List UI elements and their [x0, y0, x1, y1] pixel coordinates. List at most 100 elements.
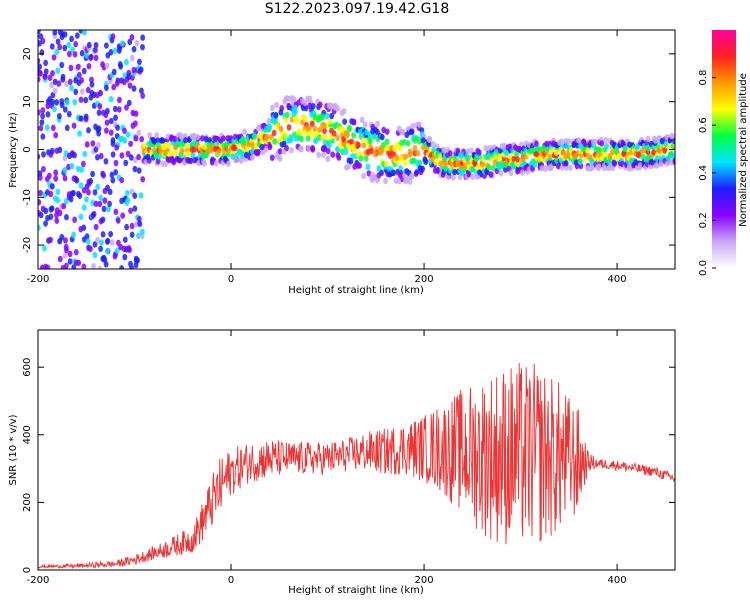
spectrogram-cell — [62, 31, 68, 38]
spectrogram-cell — [133, 135, 139, 142]
spectrogram-cell — [93, 146, 99, 153]
spectrogram-cell — [123, 159, 129, 167]
spectrogram-cell — [103, 127, 109, 134]
spectrogram-cell — [672, 157, 675, 165]
spectrogram-cell — [329, 112, 335, 120]
spectrogram-cell — [568, 164, 573, 172]
spectrogram-cell — [54, 99, 60, 106]
spectrogram-cell — [327, 118, 333, 125]
spectrogram-cell — [120, 212, 126, 219]
snr-x-tick-label: 0 — [228, 575, 234, 586]
spectrogram-cell — [38, 57, 41, 65]
spectrogram-cell — [423, 158, 429, 165]
spectrogram-cell — [98, 152, 104, 160]
spectrogram-cell — [233, 156, 239, 164]
spectrogram-cell — [48, 213, 54, 220]
spectrogram-cell — [54, 48, 60, 56]
spectrogram-cell — [38, 189, 43, 197]
spectrogram-cell — [220, 135, 226, 142]
spectrogram-cell — [137, 220, 142, 227]
colorbar-ticks: 0.0 0.2 0.4 0.6 0.8 — [698, 70, 716, 276]
snr-marks — [38, 362, 675, 570]
spectrogram-cell — [59, 98, 65, 105]
spectrogram-cell — [553, 149, 559, 156]
spectrogram-cell — [272, 117, 277, 124]
spectrogram-cell — [188, 157, 194, 165]
spectrogram-cell — [55, 38, 61, 45]
spectrogram-cell — [155, 137, 161, 144]
spectrogram-cell — [64, 214, 69, 221]
spectrogram-cell — [133, 110, 139, 117]
spectrogram-cell — [64, 124, 70, 132]
spectrogram-cell — [93, 223, 99, 231]
spectrogram-cell — [191, 133, 197, 140]
spectrogram-cell — [86, 127, 91, 134]
spectrogram-cell — [284, 144, 289, 152]
spectrogram-cell — [321, 151, 327, 158]
spectrogram-cell — [42, 73, 48, 80]
spectrogram-cell — [365, 163, 371, 171]
spectrogram-cell — [72, 216, 78, 223]
spectrogram-cell — [437, 153, 443, 160]
spectrogram-cell — [70, 46, 76, 54]
spectrogram-cell — [90, 170, 95, 178]
spectrogram-cell — [89, 76, 94, 84]
spectrogram-cell — [343, 148, 349, 155]
spectrogram-y-ticks: -20 -10 0 10 20 — [22, 48, 675, 253]
spectrogram-cell — [452, 168, 458, 176]
spectrogram-cell — [82, 150, 88, 158]
spectrogram-cell — [72, 98, 78, 106]
spectrogram-cell — [317, 101, 323, 108]
spectrogram-cell — [125, 131, 131, 138]
spectrogram-cell — [119, 265, 125, 269]
spectrogram-cell — [363, 155, 369, 162]
spectrogram-cell — [438, 160, 444, 168]
spectrogram-cell — [108, 230, 114, 238]
spectrogram-cell — [102, 197, 108, 204]
spectrogram-cell — [92, 241, 98, 248]
spectrogram-cell — [84, 52, 90, 59]
spectrogram-cell — [72, 151, 77, 159]
spectrogram-cell — [302, 115, 308, 122]
spectrogram-cell — [67, 78, 73, 86]
spectrogram-cell — [316, 151, 322, 159]
spectrogram-cell — [88, 177, 94, 185]
spectrogram-cell — [136, 153, 142, 161]
spectrogram-cell — [129, 222, 135, 230]
spectrogram-cell — [38, 174, 43, 181]
chart-title: S122.2023.097.19.42.G18 — [264, 1, 450, 17]
spectrogram-cell — [384, 128, 390, 135]
spectrogram-cell — [55, 67, 61, 74]
spectrogram-cell — [43, 59, 49, 67]
spectrogram-cell — [286, 102, 292, 110]
spectrogram-cell — [260, 148, 266, 156]
spectrogram-cell — [361, 142, 367, 149]
spectrogram-cell — [379, 169, 384, 177]
spectrogram-cell — [43, 68, 49, 75]
spectrogram-cell — [604, 142, 610, 150]
spectrogram-cell — [46, 172, 52, 179]
spectrogram-cell — [359, 116, 365, 124]
spectrogram-cell — [40, 107, 46, 114]
spectrogram-cell — [40, 37, 46, 45]
spectrogram-cell — [470, 165, 476, 173]
spectrogram-cell — [408, 128, 414, 135]
spectrogram-cell — [127, 82, 133, 89]
spectrogram-cell — [62, 174, 68, 182]
spectrogram-cell — [636, 151, 641, 158]
spectrogram-cell — [403, 159, 408, 167]
spectrogram-cell — [322, 127, 327, 135]
spectrogram-cell — [519, 156, 525, 163]
spectrogram-cell — [38, 76, 41, 83]
spectrogram-cell — [242, 128, 247, 135]
spectrogram-cell — [96, 109, 102, 116]
spectrogram-cell — [108, 95, 114, 103]
spectrogram-cell — [645, 135, 651, 142]
spectrogram-cell — [488, 171, 494, 178]
spectrogram-cell — [122, 236, 128, 243]
spectrogram-cell — [603, 137, 609, 144]
spectrogram-cell — [295, 117, 301, 125]
spectrogram-cell — [133, 255, 139, 263]
spectrogram-cell — [43, 207, 49, 215]
spectrogram-cell — [102, 256, 108, 264]
